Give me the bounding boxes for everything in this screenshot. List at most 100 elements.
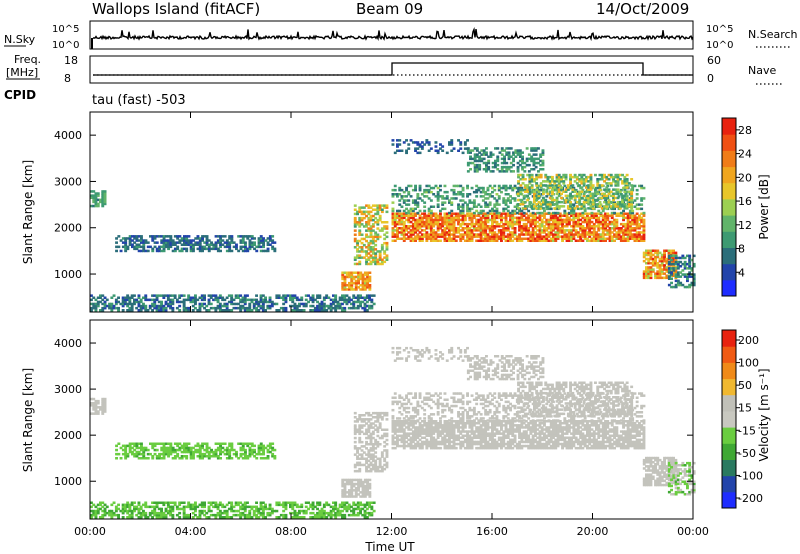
velocity-cell xyxy=(94,410,98,413)
power-cell xyxy=(533,180,536,183)
velocity-cell xyxy=(131,450,134,454)
power-cell xyxy=(411,218,415,222)
power-cell xyxy=(540,218,544,222)
power-cell xyxy=(253,243,256,246)
power-cell xyxy=(572,186,576,190)
power-cell xyxy=(357,281,360,285)
power-cell xyxy=(509,184,512,188)
power-cell xyxy=(248,239,252,242)
power-cell xyxy=(454,216,458,220)
power-cell xyxy=(350,281,354,285)
velocity-cell xyxy=(239,446,243,450)
power-cell xyxy=(418,145,422,148)
power-cell xyxy=(225,239,229,242)
power-cell xyxy=(441,231,445,234)
velocity-cell xyxy=(176,455,180,458)
power-cell xyxy=(128,296,132,299)
velocity-cell xyxy=(322,511,326,515)
velocity-cell xyxy=(200,509,204,513)
power-cell xyxy=(635,237,639,240)
power-cell xyxy=(571,184,575,187)
power-cell xyxy=(407,214,411,217)
cpid-label: CPID xyxy=(4,88,36,102)
velocity-cell xyxy=(194,503,197,507)
velocity-cell xyxy=(151,509,154,513)
power-cell xyxy=(329,304,333,308)
power-cell xyxy=(534,218,537,222)
power-cell xyxy=(338,298,342,302)
power-cell xyxy=(203,306,206,310)
velocity-cell xyxy=(146,457,150,460)
power-cell xyxy=(425,190,429,194)
power-cell xyxy=(350,302,353,306)
velocity-cell xyxy=(277,516,281,519)
power-cell xyxy=(573,198,577,202)
velocity-cell xyxy=(126,505,130,509)
power-cell xyxy=(359,294,362,297)
power-cell xyxy=(370,300,374,304)
power-cell xyxy=(348,273,351,277)
velocity-cell xyxy=(128,516,132,519)
power-cell xyxy=(500,147,504,150)
power-cell xyxy=(600,192,604,196)
power-cell xyxy=(605,200,609,204)
velocity-cell xyxy=(135,452,139,456)
power-cell xyxy=(365,239,368,243)
power-cell xyxy=(466,163,470,167)
power-cell xyxy=(509,186,512,190)
power-cell xyxy=(479,237,483,240)
power-cell xyxy=(365,250,368,253)
power-cell xyxy=(497,222,501,226)
power-cell xyxy=(540,229,544,232)
power-cell xyxy=(569,178,572,181)
power-cell xyxy=(583,231,587,234)
power-cell xyxy=(488,218,492,222)
power-cell xyxy=(398,199,402,202)
power-cell xyxy=(448,216,451,220)
velocity-cell xyxy=(203,505,206,509)
power-cell xyxy=(398,227,402,230)
power-cell xyxy=(524,222,528,226)
power-cell xyxy=(239,294,243,297)
velocity-cell xyxy=(114,505,118,509)
power-cell xyxy=(110,302,114,306)
power-cell xyxy=(690,275,694,278)
power-cell xyxy=(284,298,288,302)
power-cell xyxy=(239,309,243,312)
power-cell xyxy=(264,309,267,312)
power-cell xyxy=(391,229,395,232)
power-cell xyxy=(450,218,454,222)
power-cell xyxy=(257,302,261,306)
power-cell xyxy=(425,235,429,238)
power-cell xyxy=(640,212,644,215)
power-cell xyxy=(594,198,597,202)
velocity-cell xyxy=(289,503,292,507)
power-cell xyxy=(582,184,586,187)
power-cell xyxy=(443,227,447,230)
power-cell xyxy=(495,222,499,226)
power-cell xyxy=(311,304,315,308)
power-cell xyxy=(325,296,329,299)
power-cell xyxy=(515,211,519,215)
power-cell xyxy=(555,200,559,204)
power-cell xyxy=(603,175,606,179)
power-cell xyxy=(493,225,497,228)
power-cell xyxy=(491,220,494,224)
power-cell xyxy=(622,212,625,215)
power-cell xyxy=(259,306,263,310)
power-cell xyxy=(354,296,358,299)
power-cell xyxy=(405,225,408,228)
power-cell xyxy=(427,212,431,215)
power-cell xyxy=(380,227,384,230)
velocity-cell xyxy=(96,511,100,515)
power-cell xyxy=(432,225,436,228)
power-cell xyxy=(380,210,384,214)
power-cell xyxy=(128,309,132,312)
power-cell xyxy=(448,214,451,217)
velocity-cell xyxy=(304,509,308,513)
power-cell xyxy=(227,300,231,304)
power-cell xyxy=(511,216,515,220)
power-cell xyxy=(185,298,188,302)
velocity-cell xyxy=(96,507,100,511)
power-cell xyxy=(554,222,558,226)
